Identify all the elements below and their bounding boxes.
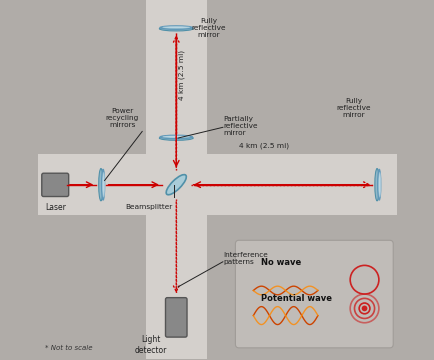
FancyBboxPatch shape	[235, 240, 392, 348]
Ellipse shape	[377, 170, 380, 200]
Text: 4 km (2.5 mi): 4 km (2.5 mi)	[239, 142, 289, 149]
FancyBboxPatch shape	[42, 173, 69, 197]
Text: Potential wave: Potential wave	[260, 294, 331, 303]
Text: Beamsplitter: Beamsplitter	[125, 204, 172, 210]
Ellipse shape	[159, 26, 193, 31]
FancyBboxPatch shape	[165, 298, 187, 337]
Ellipse shape	[102, 172, 105, 197]
FancyBboxPatch shape	[176, 154, 396, 215]
Ellipse shape	[162, 26, 190, 28]
FancyBboxPatch shape	[145, 185, 206, 359]
FancyBboxPatch shape	[38, 154, 176, 215]
Text: Partially
reflective
mirror: Partially reflective mirror	[222, 116, 257, 135]
Ellipse shape	[374, 168, 378, 201]
Ellipse shape	[102, 170, 104, 200]
Text: Fully
reflective
mirror: Fully reflective mirror	[336, 98, 370, 118]
Text: Fully
reflective
mirror: Fully reflective mirror	[191, 18, 225, 38]
Ellipse shape	[378, 172, 380, 197]
Ellipse shape	[160, 26, 192, 29]
Text: * Not to scale: * Not to scale	[45, 346, 92, 351]
Circle shape	[361, 306, 367, 311]
Text: 4 km (2.5 mi): 4 km (2.5 mi)	[178, 50, 184, 100]
Ellipse shape	[159, 136, 193, 140]
Text: Interference
patterns: Interference patterns	[222, 252, 267, 265]
Ellipse shape	[160, 135, 192, 139]
Ellipse shape	[162, 136, 190, 137]
Text: Light
detector: Light detector	[135, 335, 167, 355]
Text: Power
recycling
mirrors: Power recycling mirrors	[105, 108, 139, 129]
Text: Laser: Laser	[45, 203, 66, 212]
Ellipse shape	[99, 168, 103, 201]
Text: No wave: No wave	[260, 258, 300, 267]
FancyBboxPatch shape	[145, 0, 206, 185]
Ellipse shape	[166, 175, 186, 195]
